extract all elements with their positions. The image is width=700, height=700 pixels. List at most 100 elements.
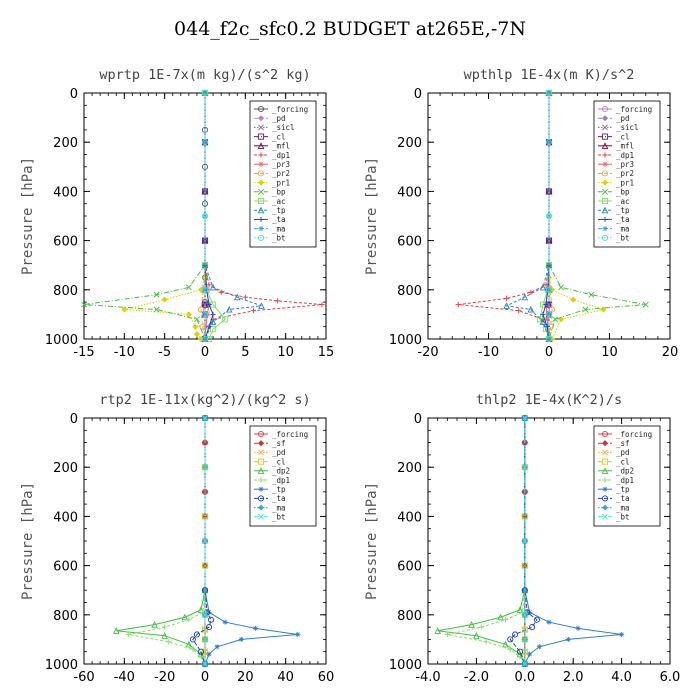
- legend-label: _sicl: [272, 123, 295, 132]
- x-tick-label: -20: [154, 670, 175, 685]
- y-tick-label: 400: [53, 185, 78, 200]
- series-point: [209, 283, 217, 291]
- legend-label: _pd: [272, 448, 286, 457]
- series-point: [582, 306, 589, 313]
- y-tick-label: 400: [397, 185, 422, 200]
- y-tick-label: 0: [414, 412, 422, 427]
- x-tick-label: 20: [662, 345, 679, 360]
- legend: _forcing_sf_pd_cl_dp2_dp1_tp_ta_ma_bt: [249, 425, 317, 527]
- y-tick-label: 1000: [389, 333, 422, 348]
- series-point: [201, 311, 209, 318]
- legend-marker: [602, 449, 608, 456]
- series-group: [455, 89, 649, 343]
- series-line: [548, 93, 646, 340]
- x-tick-label: 2.0: [563, 670, 584, 685]
- legend-marker: [257, 142, 265, 149]
- series-point: [521, 464, 528, 471]
- series-point: [546, 287, 552, 293]
- series-point: [186, 617, 192, 623]
- legend-label: _ma: [616, 503, 630, 512]
- series-point: [252, 625, 259, 631]
- legend-label: _pr2: [616, 169, 634, 178]
- series-point: [202, 538, 208, 544]
- y-tick-label: 1000: [45, 658, 78, 673]
- legend-marker: [602, 188, 608, 195]
- series-point: [206, 651, 212, 657]
- series-point: [545, 335, 553, 343]
- legend-label: _cl: [616, 132, 630, 141]
- series-point: [206, 282, 212, 288]
- legend-marker: [601, 467, 609, 474]
- legend-marker: [258, 477, 264, 483]
- series-point: [202, 415, 208, 421]
- series-point: [575, 625, 581, 631]
- series-point: [181, 613, 189, 621]
- legend-marker: [601, 206, 609, 214]
- x-tick-label: -10: [114, 345, 135, 360]
- series-point: [201, 286, 209, 293]
- series-point: [233, 293, 241, 301]
- series-point: [190, 646, 196, 652]
- legend-marker: [257, 206, 265, 214]
- legend-marker: [257, 170, 265, 177]
- series-point: [527, 305, 535, 313]
- series-point: [161, 296, 168, 303]
- series-point: [203, 324, 209, 330]
- series-line: [204, 93, 262, 340]
- panel-1: wprtp 1E-7x(m kg)/(s^2 kg) Pressure [hPa]…: [20, 67, 334, 360]
- series-point: [209, 318, 217, 325]
- legend-box: [249, 100, 317, 248]
- series-point: [210, 311, 216, 317]
- legend-marker: [602, 226, 608, 232]
- x-tick-label: -20: [417, 345, 438, 360]
- series-point: [497, 613, 504, 621]
- x-tick-label: 0: [545, 345, 553, 360]
- legend-label: _pr1: [272, 178, 290, 187]
- y-tick-label: 600: [397, 235, 422, 250]
- panel-title: thlp2 1E-4x(K^2)/s: [476, 392, 622, 408]
- x-tick-label: 0: [201, 670, 209, 685]
- legend-marker: [601, 495, 609, 502]
- series-point: [202, 611, 208, 618]
- y-tick-label: 200: [397, 136, 422, 151]
- legend-label: _ta: [616, 215, 630, 224]
- series-point: [198, 654, 204, 660]
- legend-label: _ma: [272, 503, 286, 512]
- y-tick-label: 0: [414, 87, 422, 102]
- legend-marker: [258, 188, 264, 195]
- series-point: [189, 636, 196, 643]
- series-point: [250, 308, 256, 314]
- series-point: [504, 295, 510, 302]
- legend-box: [593, 100, 661, 248]
- series-point: [527, 651, 533, 657]
- series-point: [533, 616, 540, 623]
- legend-label: _pd: [616, 114, 630, 123]
- legend-label: _ta: [616, 494, 630, 503]
- series-point: [210, 326, 217, 333]
- series-point: [153, 291, 160, 298]
- legend: _forcing_pd_sicl_cl_mfl_dp1_pr3_pr2_pr1_…: [593, 100, 661, 248]
- series-point: [207, 616, 215, 623]
- legend-label: _pr2: [272, 169, 290, 178]
- series-point: [539, 283, 547, 291]
- legend-marker: [601, 105, 609, 113]
- series-point: [218, 289, 224, 295]
- series-point: [468, 621, 475, 628]
- y-tick-label: 800: [397, 609, 422, 624]
- series-line: [524, 418, 622, 665]
- series-point: [162, 624, 168, 630]
- y-axis-label: Pressure [hPa]: [20, 157, 36, 275]
- legend-label: _ac: [616, 197, 630, 206]
- legend-label: _tp: [272, 485, 286, 494]
- series-point: [202, 287, 208, 293]
- legend-label: _sicl: [616, 123, 639, 132]
- series-line: [204, 418, 298, 665]
- series-point: [536, 644, 542, 650]
- series-group: [112, 414, 301, 668]
- legend-label: _cl: [616, 457, 630, 466]
- legend-marker: [258, 124, 264, 131]
- series-point: [206, 324, 212, 330]
- x-tick-label: 10: [601, 345, 618, 360]
- series-point: [434, 627, 442, 634]
- legend-label: _mfl: [616, 142, 634, 151]
